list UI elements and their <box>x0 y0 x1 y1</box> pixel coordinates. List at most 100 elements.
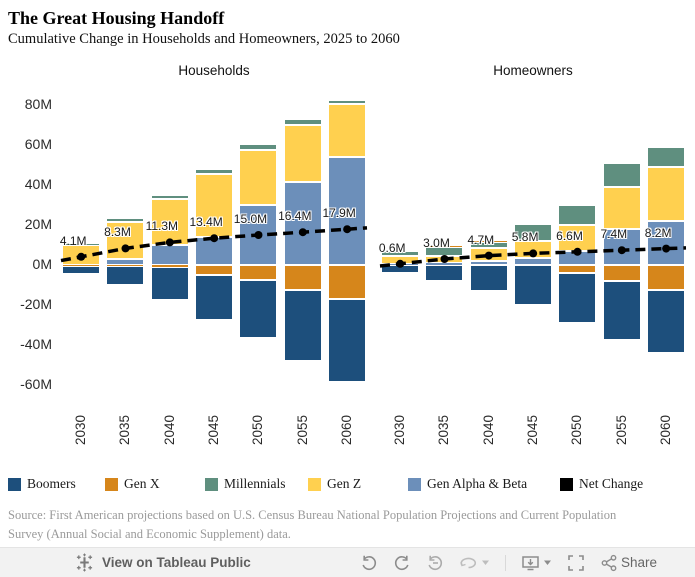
bar-segment-gen-z[interactable] <box>603 187 640 229</box>
bar-segment-boomers[interactable] <box>648 290 685 353</box>
legend-item-millennials[interactable]: Millennials <box>205 476 286 492</box>
y-axis-tick-label: -20M <box>20 296 52 312</box>
bar-segment-boomers[interactable] <box>284 290 321 361</box>
toolbar-divider <box>504 554 506 571</box>
bar-segment-gen-x[interactable] <box>240 265 277 280</box>
bar-segment-gen-z[interactable] <box>240 149 277 205</box>
replay-button[interactable] <box>426 554 444 572</box>
bar-segment-gen-alpha-beta[interactable] <box>284 182 321 265</box>
x-axis-label-year: 2050 <box>569 414 585 446</box>
net-change-label: 8.2M <box>644 225 672 240</box>
undo-button[interactable] <box>360 554 378 572</box>
download-button[interactable] <box>521 554 552 572</box>
bar-segment-millennials[interactable] <box>603 163 640 187</box>
fullscreen-button[interactable] <box>567 554 585 572</box>
bar-segment-gen-z[interactable] <box>470 248 507 261</box>
x-axis-label-year: 2045 <box>525 414 541 446</box>
bar-segment-gen-x[interactable] <box>284 265 321 291</box>
bar-segment-gen-alpha-beta[interactable] <box>559 251 596 265</box>
net-change-label: 6.6M <box>556 228 583 243</box>
bar-segment-millennials[interactable] <box>559 205 596 225</box>
bar-segment-gen-z[interactable] <box>426 256 463 263</box>
legend-swatch <box>308 477 321 491</box>
bar-segment-millennials[interactable] <box>151 194 188 199</box>
caret-down-icon <box>481 560 489 565</box>
legend-item-net-change[interactable]: Net Change <box>560 476 643 492</box>
panel-title-households: Households <box>178 63 250 78</box>
legend-label: Boomers <box>27 476 76 491</box>
bar-segment-boomers[interactable] <box>240 279 277 339</box>
source-line: Source: First American projections based… <box>8 508 617 522</box>
share-label: Share <box>620 555 657 570</box>
source-note: Source: First American projections based… <box>8 506 692 544</box>
legend-swatch <box>105 477 118 491</box>
x-axis-label-year: 2045 <box>206 414 222 446</box>
legend-item-gen-x[interactable]: Gen X <box>105 476 160 492</box>
bar-segment-boomers[interactable] <box>426 265 463 281</box>
x-axis-label-year: 2030 <box>73 414 89 446</box>
bar-segment-boomers[interactable] <box>603 281 640 340</box>
net-change-label: 4.7M <box>467 232 495 247</box>
net-change-label: 8.3M <box>104 225 131 240</box>
bar-segment-gen-x[interactable] <box>151 265 188 267</box>
bar-segment-gen-x[interactable] <box>107 265 144 266</box>
bar-segment-gen-z[interactable] <box>648 167 685 221</box>
bar-segment-gen-x[interactable] <box>470 241 507 242</box>
bar-segment-millennials[interactable] <box>196 169 233 175</box>
bar-segment-gen-z[interactable] <box>382 256 419 265</box>
bar-segment-millennials[interactable] <box>329 100 366 104</box>
bar-segment-boomers[interactable] <box>382 265 419 273</box>
bar-segment-gen-x[interactable] <box>559 265 596 273</box>
y-axis-tick-label: -60M <box>20 376 52 392</box>
redo-button[interactable] <box>393 554 411 572</box>
net-change-label: 15.0M <box>233 212 268 226</box>
toolbar-actions: Share <box>360 554 657 572</box>
bar-segment-gen-x[interactable] <box>603 265 640 281</box>
bar-segment-gen-x[interactable] <box>648 265 685 290</box>
bar-segment-gen-z[interactable] <box>63 245 100 265</box>
y-axis-tick-label: 0M <box>32 256 52 272</box>
bar-segment-millennials[interactable] <box>284 118 321 125</box>
bar-segment-boomers[interactable] <box>107 266 144 285</box>
refresh-loop-icon <box>460 557 477 568</box>
bar-segment-boomers[interactable] <box>559 273 596 323</box>
x-axis-label-year: 2060 <box>658 414 674 446</box>
bar-segment-millennials[interactable] <box>648 147 685 167</box>
x-axis-label-year: 2035 <box>117 414 133 446</box>
bar-segment-boomers[interactable] <box>151 266 188 301</box>
bar-segment-millennials[interactable] <box>107 218 144 222</box>
fullscreen-icon <box>568 554 584 571</box>
share-button[interactable]: Share <box>600 554 657 572</box>
bar-segment-gen-alpha-beta[interactable] <box>151 244 188 265</box>
y-axis-tick-label: 60M <box>24 136 52 152</box>
bar-segment-boomers[interactable] <box>196 274 233 320</box>
bar-segment-gen-x[interactable] <box>63 265 100 266</box>
chart-title: The Great Housing Handoff <box>8 8 225 28</box>
bar-segment-gen-alpha-beta[interactable] <box>515 258 552 265</box>
bar-segment-millennials[interactable] <box>240 144 277 150</box>
refresh-button[interactable] <box>459 555 490 571</box>
view-on-tableau-link[interactable]: View on Tableau Public <box>75 553 251 572</box>
bar-segment-gen-x[interactable] <box>196 265 233 275</box>
tableau-logo-icon <box>76 553 93 572</box>
bar-segment-gen-z[interactable] <box>284 124 321 182</box>
bar-segment-boomers[interactable] <box>515 265 552 305</box>
legend-label: Gen Z <box>327 476 362 491</box>
net-change-label: 4.1M <box>59 233 87 248</box>
legend: Boomers Gen X Millennials Gen Z Gen Alpha & … <box>0 476 695 500</box>
legend-item-gen-alpha-beta[interactable]: Gen Alpha & Beta <box>408 476 527 492</box>
net-change-label: 3.0M <box>423 236 450 250</box>
y-axis-tick-label: 40M <box>24 176 52 192</box>
bar-segment-gen-x[interactable] <box>329 265 366 300</box>
bar-segment-gen-z[interactable] <box>329 104 366 157</box>
bar-segment-millennials[interactable] <box>515 224 552 241</box>
x-axis-label-year: 2055 <box>613 414 629 446</box>
legend-item-boomers[interactable]: Boomers <box>8 476 76 492</box>
legend-swatch <box>205 477 218 491</box>
share-nodes-icon <box>601 554 617 571</box>
legend-item-gen-z[interactable]: Gen Z <box>308 476 361 492</box>
bar-segment-boomers[interactable] <box>470 265 507 291</box>
bar-segment-boomers[interactable] <box>329 299 366 382</box>
bar-segment-gen-alpha-beta[interactable] <box>196 236 233 265</box>
bar-segment-boomers[interactable] <box>63 265 100 274</box>
